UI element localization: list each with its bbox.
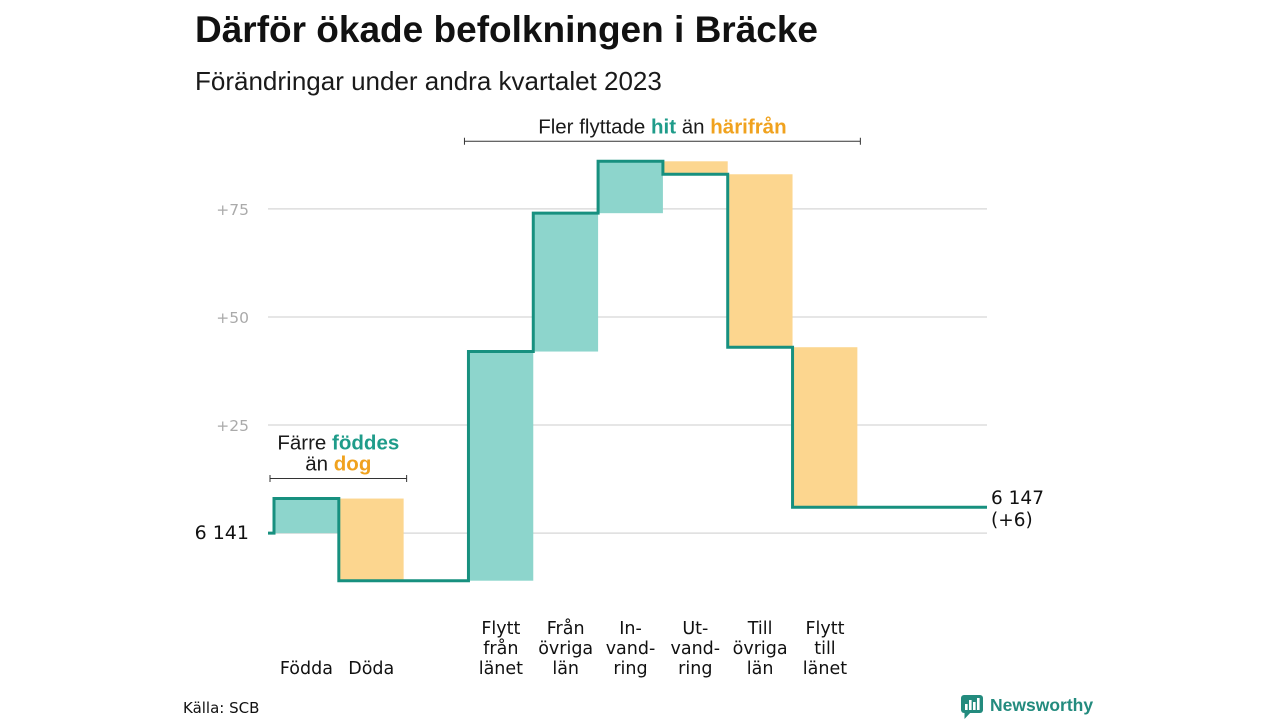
x-label-line: län bbox=[747, 659, 774, 679]
logo-wordmark: Newsworthy bbox=[990, 695, 1093, 715]
x-label-line: Flytt bbox=[805, 619, 844, 639]
annotation-word: än bbox=[682, 115, 705, 138]
logo-icon-tail bbox=[964, 711, 972, 719]
x-label-flytt-till-lanet: Flytt till länet bbox=[803, 619, 847, 679]
annotation-bracket bbox=[269, 475, 408, 483]
x-label-line: ring bbox=[613, 659, 647, 679]
end-value-line: 6 147 bbox=[991, 488, 1044, 509]
x-label-line: Döda bbox=[348, 659, 394, 679]
annotation-word: Fler flyttade bbox=[538, 115, 645, 138]
x-label-line: länet bbox=[479, 659, 523, 679]
x-label-line: Ut- bbox=[682, 619, 708, 639]
chart-subtitle: Förändringar under andra kvartalet 2023 bbox=[195, 66, 662, 96]
y-tick-label: +75 bbox=[216, 201, 249, 219]
annotation-text-line: Fler flyttade hit än härifrån bbox=[538, 115, 786, 138]
logo-icon-bubble bbox=[961, 695, 983, 713]
annotation-highlight-word: hit bbox=[651, 115, 676, 138]
x-label-fran-ovriga-lan: Från övriga län bbox=[538, 618, 593, 679]
bar-invandring bbox=[598, 161, 663, 214]
x-label-line: vand- bbox=[671, 639, 721, 659]
bars bbox=[274, 161, 858, 581]
bar-flytt-fran-lanet bbox=[468, 351, 534, 581]
y-tick-label: +50 bbox=[216, 309, 249, 327]
x-label-line: In- bbox=[619, 619, 642, 639]
x-label-invandring: In-vand-ring bbox=[606, 619, 656, 679]
annotation-bracket bbox=[463, 137, 861, 145]
x-label-fodda: Födda bbox=[280, 659, 333, 679]
x-label-line: Från bbox=[547, 618, 585, 639]
logo-icon-bar bbox=[977, 698, 980, 710]
x-label-utvandring: Ut-vand-ring bbox=[671, 619, 721, 679]
x-label-flytt-fran-lanet: Flytt från länet bbox=[479, 619, 523, 679]
annotation-highlight-word: dog bbox=[334, 453, 372, 476]
cumulative-step-line bbox=[268, 159, 987, 583]
x-label-line: övriga bbox=[538, 639, 593, 659]
y-tick-label: +25 bbox=[216, 417, 249, 435]
bar-fodda bbox=[274, 498, 339, 534]
gridlines bbox=[268, 208, 987, 534]
x-label-line: län bbox=[552, 659, 579, 679]
annotation-highlight-word: härifrån bbox=[710, 115, 786, 138]
end-value-label: 6 147 (+6) bbox=[991, 488, 1044, 531]
x-label-line: vand- bbox=[606, 639, 656, 659]
y-axis-labels: 6 141 +25 +50 +75 bbox=[195, 201, 249, 544]
bar-utvandring bbox=[662, 161, 728, 175]
newsworthy-logo-icon bbox=[961, 695, 983, 719]
bar-flytt-till-lanet bbox=[792, 347, 858, 508]
start-value-label: 6 141 bbox=[195, 522, 249, 544]
annotation-text-line: Färre föddes bbox=[277, 432, 399, 455]
x-label-line: länet bbox=[803, 659, 847, 679]
x-label-line: Till bbox=[747, 619, 773, 639]
logo-icon-bar bbox=[973, 702, 976, 710]
bar-fran-ovriga-lan bbox=[533, 213, 599, 352]
x-label-line: ring bbox=[678, 659, 712, 679]
annotation-word: än bbox=[305, 453, 328, 476]
x-label-line: från bbox=[483, 638, 518, 659]
x-label-line: övriga bbox=[733, 639, 788, 659]
x-label-line: Flytt bbox=[481, 619, 520, 639]
x-label-line: till bbox=[814, 639, 835, 659]
x-label-till-ovriga-lan: Till övriga län bbox=[733, 619, 788, 679]
end-value-line: (+6) bbox=[991, 510, 1033, 531]
newsworthy-logo: Newsworthy bbox=[961, 695, 1093, 719]
logo-icon-bar bbox=[965, 704, 968, 710]
annotation-text-line: än dog bbox=[305, 453, 371, 476]
chart-title: Därför ökade befolkningen i Bräcke bbox=[195, 9, 818, 50]
x-label-doda: Döda bbox=[348, 659, 394, 679]
annotation-highlight-word: föddes bbox=[332, 432, 399, 455]
annotation-group-1: Fler flyttade hit än härifrån bbox=[463, 115, 861, 145]
annotation-word: Färre bbox=[277, 432, 326, 455]
logo-icon-bar bbox=[969, 700, 972, 710]
source-note: Källa: SCB bbox=[183, 699, 259, 717]
x-label-line: Födda bbox=[280, 659, 333, 679]
bar-till-ovriga-lan bbox=[727, 174, 793, 348]
bar-doda bbox=[338, 498, 404, 581]
